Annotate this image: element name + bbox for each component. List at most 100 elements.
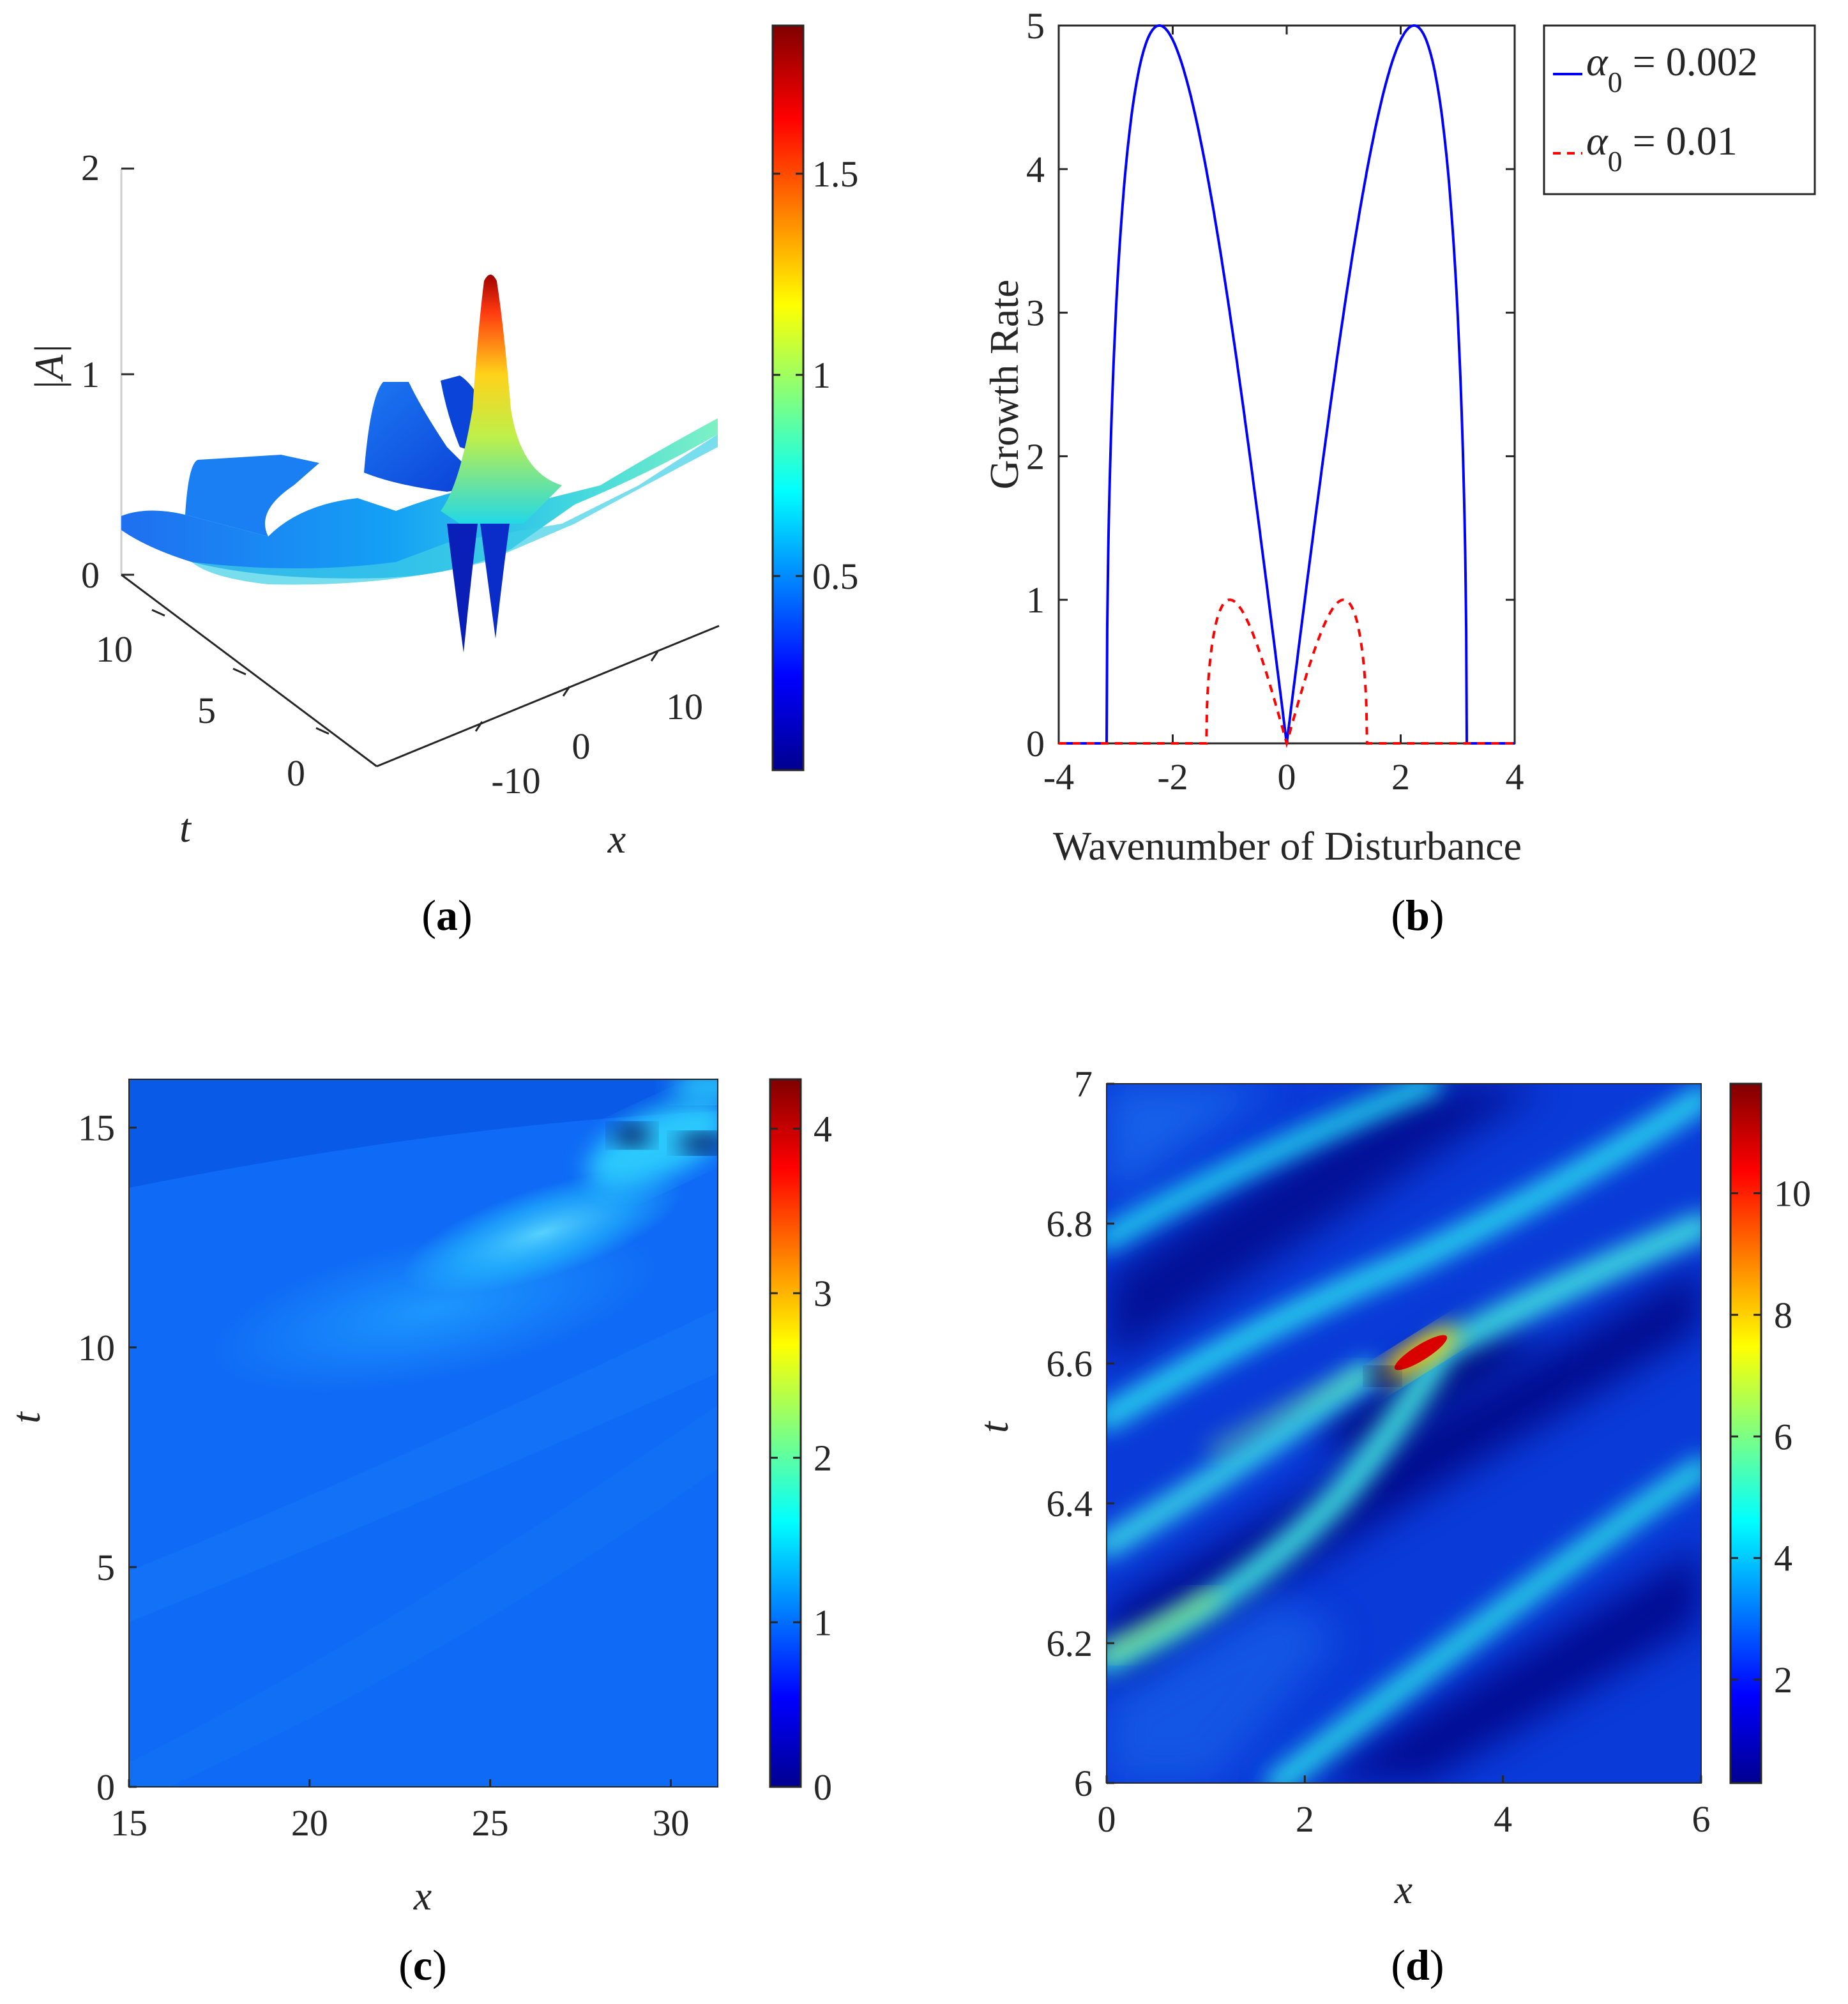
d-y-tick-4: 6.8 [1047,1203,1093,1245]
a-x-label: x [607,816,626,862]
c-cb-tick-2: 2 [814,1438,832,1479]
c-glow-top [670,1079,718,1100]
d-ridges [1107,1084,1701,1783]
c-axes-box [128,1079,718,1788]
a-surface-wall [364,382,485,492]
b-y-tick-2: 2 [1026,436,1045,477]
caption-b: (b) [1391,891,1444,939]
b-y-tick-3: 3 [1026,292,1045,334]
b-series-line-1 [1059,598,1515,748]
d-y-tick-3: 6.6 [1047,1343,1093,1385]
c-ticks: 15 20 25 30 0 5 10 15 [78,1107,689,1844]
c-y-tick-2: 10 [78,1327,115,1369]
c-x-label: x [413,1873,432,1918]
c-diag-band-1 [129,1405,718,1787]
a-z-tick-1: 1 [81,354,100,395]
d-x-tick-3: 6 [1692,1798,1711,1840]
a-t-ticks: 10 5 0 [96,609,329,794]
d-valley-3 [1309,1545,1701,1783]
d-light-2 [1107,1597,1341,1783]
d-y-tick-1: 6.2 [1047,1623,1093,1664]
a-colorbar-ticks: 0.5 1 1.5 [773,153,859,597]
b-legend-label-2: α0 = 0.01 [1586,118,1738,178]
a-cb-tick-1.5: 1.5 [812,153,859,195]
c-cb-tick-3: 3 [814,1273,832,1314]
caption-a: (a) [421,891,472,939]
d-heatmap-field [1107,1084,1701,1783]
d-ridge-3-core [1209,1369,1371,1454]
d-cb-tick-3: 8 [1774,1294,1792,1336]
d-ridge-1 [1107,1084,1441,1250]
a-surface-body [121,418,718,579]
a-z-tick-2: 2 [81,147,100,188]
c-cb-tick-1: 1 [814,1602,832,1643]
b-ticks: -4 -2 0 2 4 0 1 2 3 4 5 [1026,5,1524,798]
a-surface [121,275,718,653]
d-y-tick-0: 6 [1074,1763,1093,1804]
b-x-tick-3: 2 [1391,756,1410,798]
d-cb-tick-1: 4 [1774,1538,1792,1579]
a-t-tick-10: 10 [96,628,133,670]
a-cb-tick-1: 1 [812,354,831,396]
c-y-label: t [3,1411,49,1423]
a-x-tick-10: 10 [666,686,703,727]
d-y-label: t [971,1420,1017,1433]
t-axis-line [121,573,377,768]
c-cb-tick-0: 0 [814,1766,832,1808]
a-t-label: t [179,805,192,851]
d-x-tick-0: 0 [1098,1798,1116,1840]
panel-d-heatmap: 0 2 4 6 6 6.2 6.4 6.6 6.8 7 t x 2 4 6 8 10 (d) [971,1063,1811,1989]
d-cb-tick-0: 2 [1774,1659,1792,1701]
d-ridge-4-core [1107,1591,1219,1660]
c-blob-inner [402,1170,683,1295]
b-axes-box [1057,24,1516,745]
a-t-tick-5: 5 [197,690,216,731]
a-z-tick-0: 0 [81,554,100,596]
b-y-tick-5: 5 [1026,5,1045,47]
d-ridge-5 [1266,1457,1701,1783]
c-dark-right [677,1134,718,1152]
c-colorbar [769,1078,802,1788]
d-dark-spot [1368,1369,1397,1384]
b-lines [1059,24,1515,748]
d-y-tick-2: 6.4 [1047,1483,1093,1524]
panel-c-heatmap: 15 20 25 30 0 5 10 15 t x 0 1 2 3 4 (c) [3,1078,832,1989]
b-x-tick-0: -4 [1043,756,1074,798]
b-y-label: Growth Rate [981,280,1027,490]
c-top-band [129,1079,718,1188]
panel-b-line-plot: -4 -2 0 2 4 0 1 2 3 4 5 Growth Rate Wavenumber of … [981,5,1816,939]
c-y-tick-3: 15 [78,1107,115,1149]
c-x-tick-1: 20 [291,1802,328,1844]
c-glow [587,1100,718,1189]
a-z-ticks: 0 1 2 [81,147,134,596]
d-cb-tick-4: 10 [1774,1173,1811,1214]
c-cb-tick-4: 4 [814,1108,832,1150]
c-x-tick-2: 25 [472,1802,509,1844]
b-legend: α0 = 0.002 α0 = 0.01 [1543,24,1816,195]
c-y-tick-0: 0 [96,1766,115,1808]
a-surface-left-ridge [185,455,319,536]
b-x-tick-2: 0 [1278,756,1296,798]
d-x-tick-1: 2 [1296,1798,1314,1840]
c-x-tick-3: 30 [652,1802,689,1844]
b-x-label: Wavenumber of Disturbance [1053,823,1522,869]
d-x-label: x [1394,1867,1413,1912]
d-cb-tick-2: 6 [1774,1416,1792,1457]
a-surface-dip-1 [447,524,478,653]
a-surface-dip-2 [480,524,510,639]
c-x-tick-0: 15 [110,1802,148,1844]
b-x-tick-1: -2 [1157,756,1188,798]
d-colorbar-ticks: 2 4 6 8 10 [1731,1173,1811,1701]
d-ticks: 0 2 4 6 6 6.2 6.4 6.6 6.8 7 [1047,1063,1711,1840]
a-x-tick-0: 0 [572,725,591,767]
d-y-tick-5: 7 [1074,1063,1093,1105]
d-valley-1 [1107,1084,1545,1367]
d-ridge-3 [1107,1362,1378,1557]
x-axis-line [376,625,720,768]
c-heatmap-field [129,1079,718,1787]
b-x-tick-4: 4 [1506,756,1524,798]
a-t-tick-0: 0 [287,752,305,794]
c-y-tick-1: 5 [96,1547,115,1588]
panel-a-surface-plot: 0 1 2 10 5 0 -10 0 10 |A| t x [26,24,859,939]
